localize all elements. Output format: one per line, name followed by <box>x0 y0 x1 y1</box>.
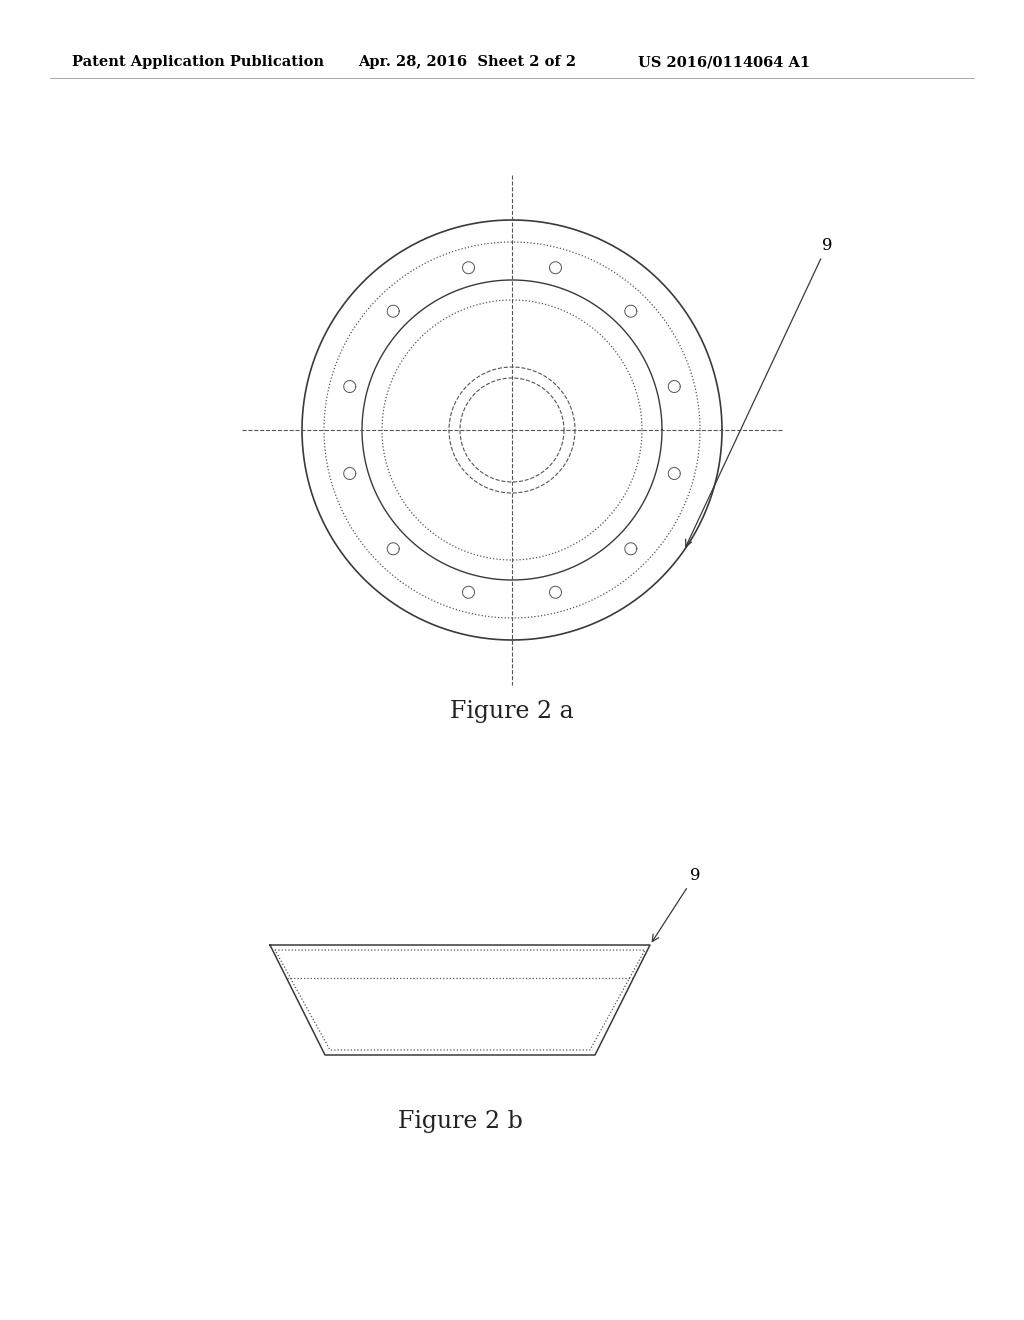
Text: US 2016/0114064 A1: US 2016/0114064 A1 <box>638 55 810 69</box>
Text: 9: 9 <box>686 236 833 546</box>
Text: Figure 2 b: Figure 2 b <box>397 1110 522 1133</box>
Text: 9: 9 <box>652 866 700 941</box>
Text: Figure 2 a: Figure 2 a <box>451 700 573 723</box>
Text: Patent Application Publication: Patent Application Publication <box>72 55 324 69</box>
Text: Apr. 28, 2016  Sheet 2 of 2: Apr. 28, 2016 Sheet 2 of 2 <box>358 55 577 69</box>
